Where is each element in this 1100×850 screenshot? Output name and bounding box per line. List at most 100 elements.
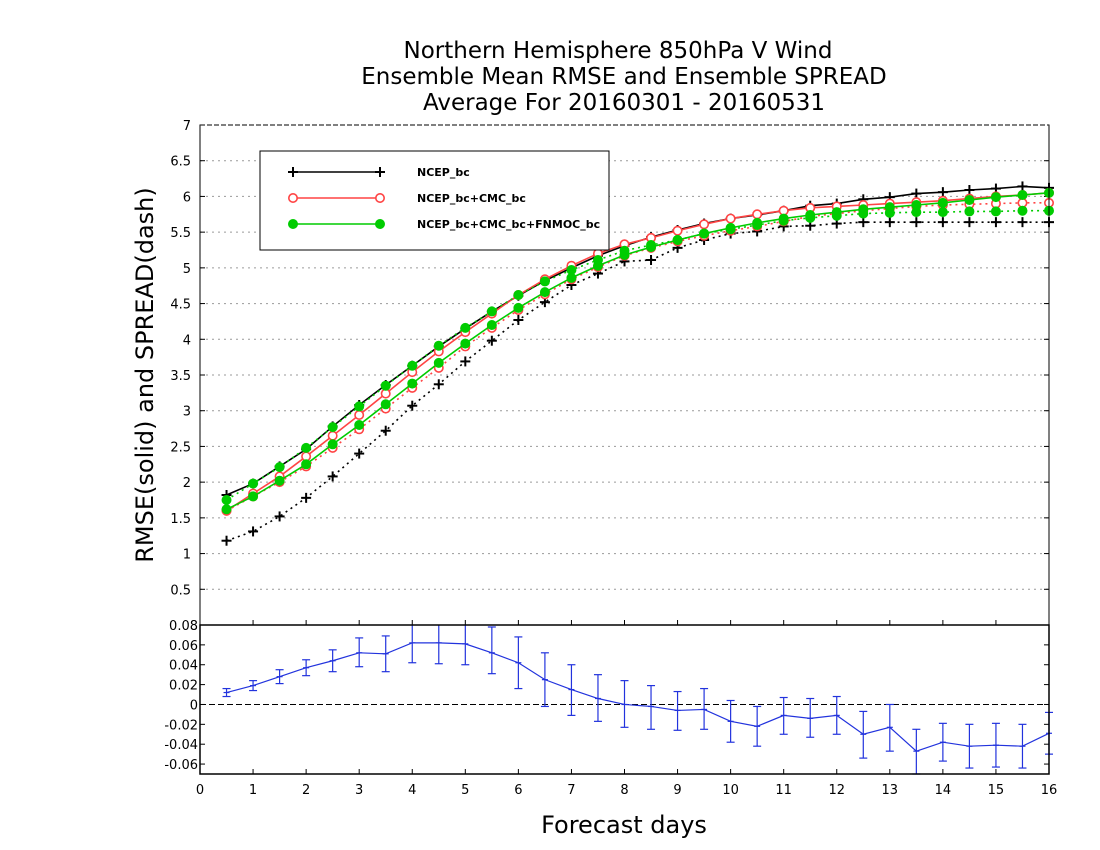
error-bar bbox=[726, 699, 735, 743]
data-point-dot bbox=[221, 504, 232, 515]
data-point-dot bbox=[274, 462, 285, 473]
data-point-plus bbox=[884, 217, 895, 228]
error-bar bbox=[965, 723, 974, 769]
x-tick-label: 1 bbox=[249, 783, 257, 798]
error-bar bbox=[302, 659, 311, 677]
data-point-dot bbox=[407, 378, 418, 389]
error-bar bbox=[938, 722, 947, 762]
data-point-dot bbox=[566, 265, 577, 275]
error-bar bbox=[540, 652, 549, 708]
data-point-dot bbox=[513, 290, 524, 300]
data-point-plus bbox=[221, 535, 232, 546]
series-2 bbox=[221, 187, 1054, 515]
x-tick-label: 3 bbox=[355, 783, 363, 798]
error-bar bbox=[620, 680, 629, 728]
x-tick-label: 11 bbox=[775, 783, 792, 798]
y-tick-label: -0.06 bbox=[164, 758, 198, 773]
data-point-dot bbox=[288, 219, 298, 229]
bottom-plot-frame bbox=[199, 624, 1050, 775]
x-tick-label: 4 bbox=[408, 783, 416, 798]
error-bar bbox=[461, 625, 470, 666]
y-tick-label: 1 bbox=[183, 548, 191, 563]
data-point-circle bbox=[725, 213, 736, 224]
data-point-dot bbox=[778, 215, 789, 226]
chart-title-line-3: Average For 20160301 - 20160531 bbox=[423, 90, 825, 116]
data-point-dot bbox=[486, 320, 497, 330]
spread-line bbox=[226, 221, 1049, 542]
y-tick-label: 0.5 bbox=[170, 583, 191, 598]
error-bar bbox=[647, 684, 656, 730]
data-point-dot bbox=[380, 399, 391, 410]
y-tick-label: 5 bbox=[183, 262, 191, 277]
error-bar bbox=[991, 722, 1000, 768]
data-point-dot bbox=[937, 207, 948, 218]
error-bar bbox=[885, 703, 894, 752]
x-tick-label: 16 bbox=[1041, 783, 1058, 798]
data-point-dot bbox=[539, 276, 550, 287]
y-tick-label: 6.5 bbox=[170, 155, 191, 170]
y-tick-label: 4 bbox=[183, 333, 191, 348]
error-bar bbox=[700, 687, 709, 730]
data-point-plus bbox=[407, 400, 418, 411]
legend-label: NCEP_bc bbox=[417, 166, 470, 179]
data-point-plus bbox=[486, 335, 497, 346]
data-point-dot bbox=[805, 212, 816, 223]
y-tick-label: 6 bbox=[183, 190, 191, 205]
data-point-plus bbox=[964, 217, 975, 228]
y-tick-label: 4.5 bbox=[170, 298, 191, 313]
legend-label: NCEP_bc+CMC_bc bbox=[417, 192, 526, 205]
y-tick-label: 5.5 bbox=[170, 226, 191, 241]
data-point-plus bbox=[274, 511, 285, 522]
data-point-dot bbox=[699, 228, 710, 239]
x-tick-label: 5 bbox=[461, 783, 469, 798]
data-point-circle bbox=[287, 193, 298, 204]
data-point-dot bbox=[831, 210, 842, 221]
chart-title-line-1: Northern Hemisphere 850hPa V Wind bbox=[404, 38, 833, 64]
y-tick-label: 2.5 bbox=[170, 440, 191, 455]
error-bar bbox=[859, 710, 868, 759]
y-tick-label: 0.08 bbox=[169, 619, 198, 634]
y-tick-label: 1.5 bbox=[170, 512, 191, 527]
data-point-dot bbox=[513, 302, 524, 313]
y-tick-label: -0.04 bbox=[164, 738, 198, 753]
data-point-dot bbox=[619, 245, 630, 256]
data-point-dot bbox=[672, 235, 683, 245]
error-bar bbox=[912, 728, 921, 775]
data-point-dot bbox=[1017, 190, 1028, 200]
data-point-dot bbox=[752, 220, 763, 230]
data-point-circle bbox=[672, 225, 683, 236]
data-point-plus bbox=[858, 217, 869, 228]
data-point-plus bbox=[911, 217, 922, 228]
x-tick-label: 7 bbox=[567, 783, 575, 798]
rmse-spread-panel: 0.5 1 1.5 2 2.5 3 3.5 4 4.5 5 5.5 6 6.5 7 bbox=[170, 119, 1055, 626]
data-point-plus bbox=[990, 217, 1001, 228]
difference-series bbox=[222, 625, 1053, 775]
x-tick-label: 6 bbox=[514, 783, 522, 798]
data-point-dot bbox=[1017, 205, 1028, 216]
data-point-dot bbox=[248, 491, 259, 502]
error-bar bbox=[514, 636, 523, 690]
x-tick-label: 12 bbox=[828, 783, 845, 798]
x-tick-label: 10 bbox=[722, 783, 739, 798]
x-tick-label: 14 bbox=[935, 783, 952, 798]
data-point-dot bbox=[964, 206, 975, 217]
data-point-plus bbox=[937, 187, 948, 198]
x-axis-label: Forecast days bbox=[541, 811, 707, 839]
error-bar bbox=[779, 696, 788, 735]
error-bar bbox=[806, 697, 815, 738]
data-point-dot bbox=[884, 207, 895, 218]
data-point-dot bbox=[354, 420, 365, 430]
error-bar bbox=[593, 674, 602, 722]
data-point-plus bbox=[513, 315, 524, 325]
data-point-dot bbox=[327, 422, 338, 433]
x-tick-label: 0 bbox=[196, 783, 204, 798]
data-point-plus bbox=[460, 356, 471, 367]
error-bar bbox=[567, 664, 576, 716]
data-point-plus bbox=[327, 471, 338, 482]
y-tick-label: 0 bbox=[190, 698, 198, 713]
chart-legend: NCEP_bc NCEP_bc+CMC_bc NCEP_bc+CMC_bc+FNMO… bbox=[259, 150, 610, 251]
x-tick-label: 9 bbox=[673, 783, 681, 798]
error-bar bbox=[753, 705, 762, 747]
error-bar bbox=[275, 669, 284, 685]
data-point-plus bbox=[937, 217, 948, 228]
